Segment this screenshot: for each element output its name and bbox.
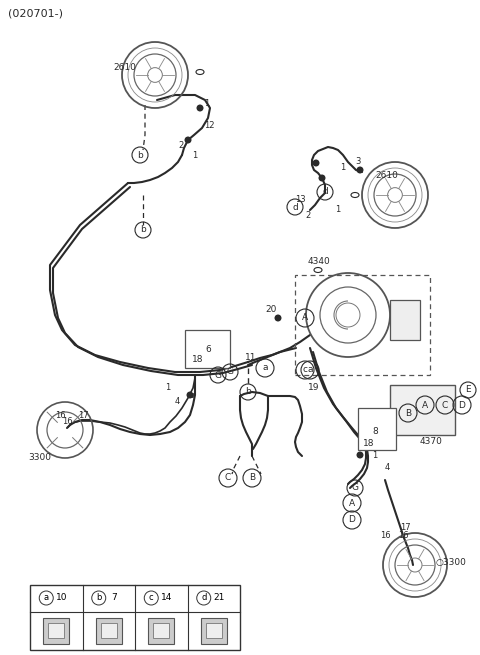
Text: B: B xyxy=(249,474,255,483)
Text: A: A xyxy=(422,400,428,409)
Text: 16: 16 xyxy=(398,531,408,540)
Text: 3: 3 xyxy=(355,157,360,166)
Circle shape xyxy=(184,136,192,143)
Circle shape xyxy=(187,392,193,398)
Text: b: b xyxy=(137,151,143,160)
Text: C: C xyxy=(442,400,448,409)
Text: 4: 4 xyxy=(385,464,390,472)
Bar xyxy=(30,585,240,650)
Text: 11: 11 xyxy=(245,354,256,362)
Text: G: G xyxy=(227,367,233,377)
Text: 2: 2 xyxy=(178,141,183,149)
Text: 8: 8 xyxy=(372,428,378,436)
Text: 12: 12 xyxy=(204,121,215,130)
Circle shape xyxy=(312,160,320,166)
Text: c: c xyxy=(302,365,308,375)
Text: b: b xyxy=(140,225,146,234)
Text: 4340: 4340 xyxy=(308,257,331,267)
Text: C: C xyxy=(225,474,231,483)
Text: A: A xyxy=(349,498,355,508)
Bar xyxy=(201,618,227,643)
Text: 1: 1 xyxy=(204,100,209,109)
Text: 2: 2 xyxy=(305,210,310,219)
Text: 16: 16 xyxy=(62,417,72,426)
Circle shape xyxy=(275,314,281,322)
Text: a: a xyxy=(307,365,313,375)
Text: c: c xyxy=(149,593,154,603)
Text: 19: 19 xyxy=(308,383,320,392)
Text: 18: 18 xyxy=(363,438,374,447)
Text: 4370: 4370 xyxy=(420,438,443,447)
Bar xyxy=(358,408,396,450)
Text: b: b xyxy=(96,593,101,603)
Bar xyxy=(101,623,117,639)
Text: 14: 14 xyxy=(161,593,172,603)
Bar xyxy=(206,623,222,639)
Bar xyxy=(295,275,430,375)
Circle shape xyxy=(357,166,363,174)
Circle shape xyxy=(319,174,325,181)
Text: b: b xyxy=(245,388,251,396)
Text: a: a xyxy=(44,593,49,603)
Circle shape xyxy=(357,451,363,458)
Text: A: A xyxy=(302,314,308,322)
Text: 17: 17 xyxy=(78,411,89,421)
Text: 20: 20 xyxy=(265,305,276,314)
Text: E: E xyxy=(465,386,471,394)
Bar xyxy=(148,618,174,643)
Bar xyxy=(390,300,420,340)
Bar xyxy=(188,393,192,397)
Text: D: D xyxy=(348,515,355,525)
Text: G: G xyxy=(215,371,221,379)
Text: 17: 17 xyxy=(400,523,410,533)
Text: 13: 13 xyxy=(295,195,306,204)
Text: 6: 6 xyxy=(205,345,211,354)
Text: B: B xyxy=(405,409,411,417)
Bar xyxy=(48,623,64,639)
Text: 16: 16 xyxy=(55,411,66,419)
Text: G: G xyxy=(351,483,359,493)
Circle shape xyxy=(196,105,204,111)
Text: 1: 1 xyxy=(340,164,345,172)
Bar xyxy=(43,618,70,643)
Text: 3300: 3300 xyxy=(28,453,51,462)
Text: 1: 1 xyxy=(335,206,340,214)
Text: a: a xyxy=(262,364,268,373)
Bar xyxy=(185,330,230,368)
Bar xyxy=(390,385,455,435)
Text: d: d xyxy=(322,187,328,196)
Text: 4: 4 xyxy=(175,398,180,407)
Bar xyxy=(96,618,122,643)
Text: 1: 1 xyxy=(192,151,197,160)
Text: d: d xyxy=(201,593,206,603)
Text: 2610: 2610 xyxy=(375,170,398,179)
Text: 18: 18 xyxy=(192,356,204,364)
Text: D: D xyxy=(458,400,466,409)
Text: 1: 1 xyxy=(165,383,170,392)
Text: ○3300: ○3300 xyxy=(435,559,466,567)
Text: d: d xyxy=(292,202,298,212)
Text: 21: 21 xyxy=(213,593,225,603)
Text: 7: 7 xyxy=(111,593,117,603)
Bar xyxy=(154,623,169,639)
Text: 2610: 2610 xyxy=(113,64,136,73)
Text: 16: 16 xyxy=(380,531,391,540)
Text: 10: 10 xyxy=(56,593,67,603)
Text: (020701-): (020701-) xyxy=(8,9,63,19)
Text: 1: 1 xyxy=(372,451,377,460)
